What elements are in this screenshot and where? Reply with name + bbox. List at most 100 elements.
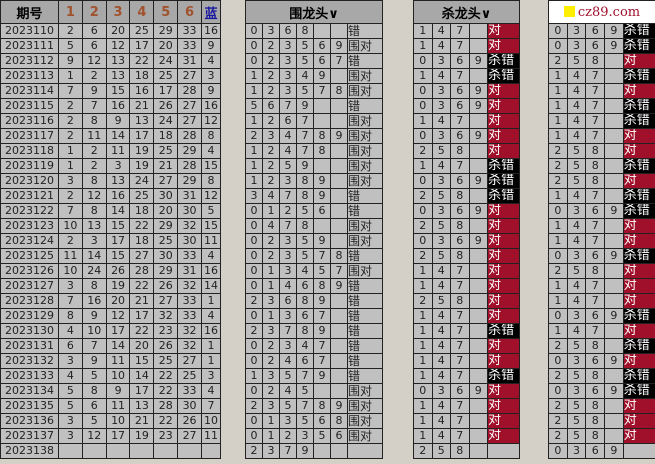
digit-cell: 0	[413, 53, 433, 69]
digit-cell: 2	[413, 248, 433, 264]
digit-cell: 5	[296, 413, 314, 429]
red-ball: 3	[58, 353, 83, 369]
digit-cell	[468, 188, 489, 204]
red-ball: 33	[177, 308, 202, 324]
digit-cell: 5	[566, 143, 587, 159]
digit-cell: 8	[450, 443, 470, 459]
digit-cell: 5	[431, 248, 452, 264]
digit-cell: 2	[262, 383, 280, 399]
digit-cell: 3	[279, 338, 297, 354]
red-ball: 12	[81, 188, 107, 204]
digit-cell: 7	[450, 368, 470, 384]
red-ball: 21	[129, 413, 155, 429]
digit-cell: 3	[566, 353, 587, 369]
red-ball: 2	[58, 128, 83, 144]
digit-cell: 7	[585, 83, 606, 99]
digit-cell: 0	[245, 23, 263, 39]
right-sha-table: cz89.com 0 3 6 9 杀错 0 3 6 9 杀错 2 5 8 对 1 4 7 杀错 1 4 7 对 1 4 7 杀错 1…	[548, 0, 655, 459]
digit-cell	[468, 158, 489, 174]
digit-cell: 1	[245, 158, 263, 174]
red-ball: 14	[129, 368, 155, 384]
digit-cell	[330, 338, 348, 354]
red-ball: 24	[153, 113, 179, 129]
digit-cell	[604, 338, 624, 354]
table-row: 2023112 9 12 13 22 24 31 4	[0, 53, 221, 69]
digit-cell: 1	[262, 263, 280, 279]
table-row: 1 4 7 杀错	[413, 158, 520, 174]
digit-cell: 2	[262, 38, 280, 54]
red-ball: 21	[129, 293, 155, 309]
digit-cell	[330, 233, 348, 249]
digit-cell: 1	[245, 68, 263, 84]
table-row: 0 2 3 5 9 围对	[245, 233, 383, 249]
digit-cell: 5	[296, 38, 314, 54]
red-ball: 3	[58, 428, 83, 444]
digit-cell: 3	[566, 308, 587, 324]
digit-cell: 8	[296, 23, 314, 39]
digit-cell	[604, 368, 624, 384]
digit-cell: 3	[566, 203, 587, 219]
red-ball: 8	[81, 203, 107, 219]
result-cell: 对	[487, 128, 520, 144]
table-row: 2 3 5 7 8 9 围对	[245, 398, 383, 414]
digit-cell: 9	[330, 278, 348, 294]
digit-cell: 9	[604, 23, 624, 39]
digit-cell: 3	[566, 383, 587, 399]
digit-cell: 1	[413, 113, 433, 129]
digit-cell	[468, 23, 489, 39]
red-ball: 9	[81, 353, 107, 369]
table-row: 1 2 5 9 围对	[245, 158, 383, 174]
issue-cell: 2023113	[0, 68, 59, 84]
issue-cell: 2023123	[0, 218, 59, 234]
digit-cell: 0	[245, 413, 263, 429]
wei-longtou-table: 围龙头∨ 0 3 6 8 错 0 2 3 5 6 9 围对 0 2 3 5 6 7 错 1 2 3 4 9 围对 1 2 3 5 7 8 围对…	[245, 0, 383, 459]
digit-cell	[313, 158, 331, 174]
red-ball: 2	[58, 98, 83, 114]
digit-cell: 9	[313, 323, 331, 339]
digit-cell: 6	[296, 308, 314, 324]
issue-cell: 2023118	[0, 143, 59, 159]
red-ball: 19	[129, 428, 155, 444]
header-wei[interactable]: 围龙头∨	[245, 0, 383, 24]
table-row: 1 2 6 7 围对	[245, 113, 383, 129]
digit-cell: 1	[262, 278, 280, 294]
red-ball: 29	[177, 173, 202, 189]
digit-cell: 6	[450, 98, 470, 114]
digit-cell: 8	[450, 293, 470, 309]
red-ball: 19	[129, 158, 155, 174]
table-row: 2023125 11 14 15 27 30 33 4	[0, 248, 221, 264]
result-cell: 对	[622, 53, 655, 69]
red-ball: 29	[153, 263, 179, 279]
issue-cell: 2023131	[0, 338, 59, 354]
result-cell: 对	[487, 143, 520, 159]
digit-cell: 2	[548, 338, 568, 354]
digit-cell	[468, 413, 489, 429]
digit-cell: 8	[330, 248, 348, 264]
digit-cell: 7	[585, 98, 606, 114]
logo: cz89.com	[548, 0, 655, 24]
digit-cell: 6	[585, 38, 606, 54]
digit-cell: 7	[585, 68, 606, 84]
header-sha[interactable]: 杀龙头∨	[413, 0, 520, 24]
result-cell: 对	[487, 23, 520, 39]
digit-cell	[604, 113, 624, 129]
red-ball: 29	[153, 23, 179, 39]
digit-cell: 5	[313, 428, 331, 444]
result-cell: 错	[347, 98, 383, 114]
digit-cell: 6	[450, 233, 470, 249]
result-cell: 错	[347, 368, 383, 384]
result-cell: 对	[622, 83, 655, 99]
digit-cell: 5	[296, 83, 314, 99]
digit-cell: 1	[548, 188, 568, 204]
result-cell: 围对	[347, 263, 383, 279]
digit-cell: 0	[413, 203, 433, 219]
table-row: 2023126 10 24 26 28 29 31 16	[0, 263, 221, 279]
red-ball: 2	[58, 233, 83, 249]
table-row: 1 4 7 杀错	[413, 368, 520, 384]
digit-cell: 1	[413, 23, 433, 39]
digit-cell: 7	[313, 83, 331, 99]
